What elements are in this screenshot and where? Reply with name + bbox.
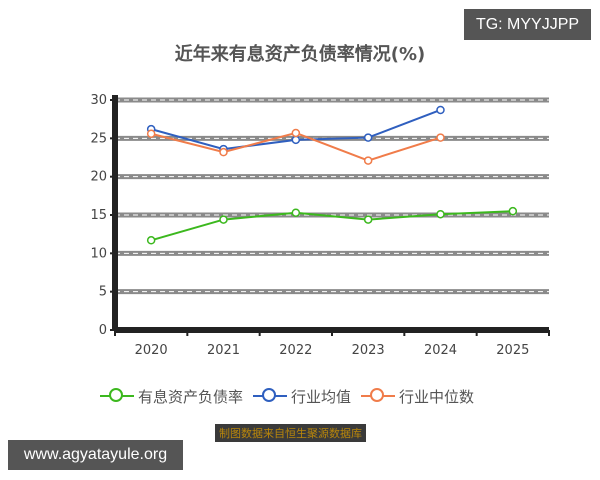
- data-point[interactable]: [436, 105, 445, 115]
- y-tick-label: 15: [90, 208, 107, 223]
- green-line-marker-icon: [100, 385, 134, 407]
- legend-item-industry-median[interactable]: 行业中位数: [361, 385, 474, 407]
- data-point[interactable]: [146, 129, 156, 138]
- data-point[interactable]: [363, 215, 373, 224]
- x-tick-label: 2023: [352, 343, 385, 358]
- series-lines: [146, 105, 518, 245]
- data-source-note: 制图数据来自恒生聚源数据库: [215, 424, 366, 442]
- data-point[interactable]: [291, 135, 301, 145]
- x-tick-label: 2021: [207, 343, 240, 358]
- x-tick-label: 2022: [279, 343, 312, 358]
- orange-line-marker-icon: [361, 385, 396, 407]
- legend-label: 行业均值: [291, 387, 352, 406]
- x-tick-label: 2025: [496, 343, 529, 358]
- data-point[interactable]: [291, 208, 301, 217]
- data-point[interactable]: [363, 156, 373, 165]
- data-point[interactable]: [219, 147, 228, 157]
- data-point[interactable]: [146, 236, 156, 245]
- data-point[interactable]: [436, 133, 445, 142]
- legend-item-industry-mean[interactable]: 行业均值: [253, 385, 351, 407]
- y-tick-label: 0: [99, 323, 107, 338]
- data-point[interactable]: [291, 128, 301, 138]
- blue-line-marker-icon: [253, 385, 288, 407]
- y-tick-label: 25: [90, 131, 107, 146]
- legend: 有息资产负债率 行业均值 行业中位数: [100, 385, 474, 407]
- legend-label: 有息资产负债率: [138, 387, 244, 406]
- url-badge: www.agyatayule.org: [8, 440, 183, 470]
- x-tick-label: 2024: [424, 343, 457, 358]
- chart-title: 近年来有息资产负债率情况(%): [174, 44, 426, 65]
- data-point[interactable]: [436, 209, 445, 219]
- data-point[interactable]: [508, 206, 518, 216]
- legend-label: 行业中位数: [399, 387, 475, 406]
- tg-badge: TG: MYYJJPP: [464, 9, 591, 40]
- y-tick-label: 20: [90, 170, 107, 185]
- data-point[interactable]: [363, 133, 373, 142]
- y-tick-label: 30: [90, 93, 107, 108]
- legend-item-interest-bearing-debt-ratio[interactable]: 有息资产负债率: [100, 385, 243, 407]
- y-tick-label: 5: [99, 285, 107, 300]
- gridlines: [115, 97, 549, 295]
- data-point[interactable]: [219, 215, 228, 224]
- x-tick-label: 2020: [135, 343, 168, 358]
- y-tick-label: 10: [90, 246, 107, 261]
